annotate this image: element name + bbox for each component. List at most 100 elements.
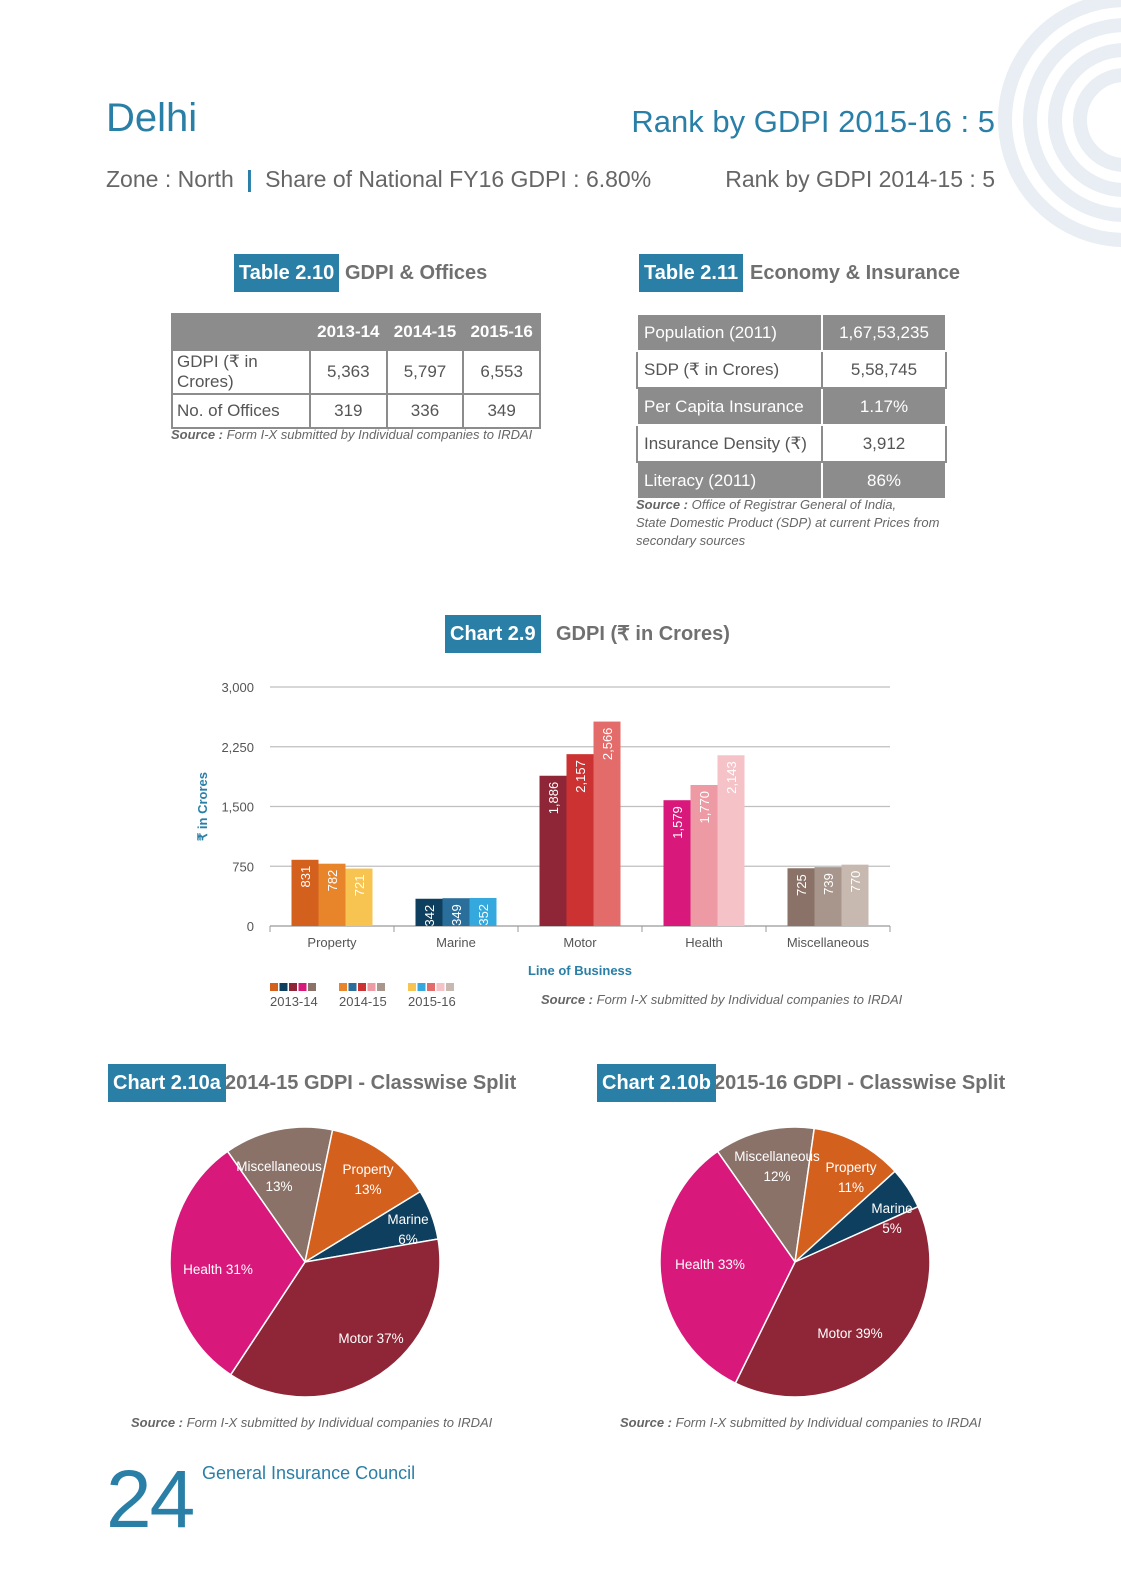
pie-label: Property 13% xyxy=(342,1162,393,1197)
legend-swatch xyxy=(408,983,416,991)
bar-value-label: 782 xyxy=(325,870,340,892)
page-number: 24 xyxy=(106,1454,195,1545)
bar xyxy=(814,867,842,926)
table-cell: GDPI (₹ in Crores) xyxy=(171,349,311,395)
bar-value-label: 1,579 xyxy=(670,806,685,839)
pie-label-pct: 11% xyxy=(838,1180,864,1195)
pie-slice xyxy=(793,1127,897,1264)
pie-label: Marine 6% xyxy=(387,1212,428,1247)
bar-value-label: 770 xyxy=(848,871,863,893)
legend-swatch xyxy=(367,983,376,991)
table-header-row: 2013-14 2014-15 2015-16 xyxy=(171,313,541,351)
legend-swatch xyxy=(279,983,288,991)
pie-label-name: Property xyxy=(825,1160,876,1175)
bar xyxy=(291,859,319,926)
x-tick-label: Health xyxy=(685,935,723,950)
source-label: Source : xyxy=(131,1415,184,1430)
source-label: Source : xyxy=(636,497,689,512)
table-row: Literacy (2011) 86% xyxy=(636,461,947,500)
gdpi-bar-chart: 0 750 1,500 2,250 3,000 ₹ in Crores Property 83… xyxy=(195,680,891,1009)
bar-value-label: 1,770 xyxy=(697,791,712,824)
bar xyxy=(345,868,373,926)
table-row: SDP (₹ in Crores) 5,58,745 xyxy=(636,350,947,389)
zone-line: Zone : North | Share of National FY16 GD… xyxy=(106,166,651,193)
table-row: No. of Offices 319 336 349 xyxy=(171,393,541,429)
chart-2-10b-tag: Chart 2.10b xyxy=(597,1064,716,1102)
table-2-11-source: Source : Office of Registrar General of … xyxy=(636,496,939,550)
table-row: Insurance Density (₹) 3,912 xyxy=(636,424,947,463)
separator: | xyxy=(246,166,253,192)
bar-value-label: 342 xyxy=(422,905,437,927)
bar-value-label: 1,886 xyxy=(546,782,561,815)
pie-label-name: Marine xyxy=(871,1201,912,1216)
chart-2-9-tag: Chart 2.9 xyxy=(445,615,541,653)
pie-label: Marine 5% xyxy=(871,1201,912,1236)
table-2-11-tag: Table 2.11 xyxy=(639,254,744,292)
pie-label: Miscellaneous 13% xyxy=(236,1159,322,1194)
legend-swatch xyxy=(270,983,278,991)
table-cell: 6,553 xyxy=(462,349,541,395)
pie-label-pct: 6% xyxy=(398,1232,418,1247)
legend-swatch xyxy=(348,983,357,991)
bar-value-label: 831 xyxy=(298,866,313,888)
rank-1415: Rank by GDPI 2014-15 : 5 xyxy=(725,166,995,192)
table-cell: 336 xyxy=(385,393,465,429)
pie-label: Miscellaneous 12% xyxy=(734,1149,820,1184)
y-tick-label: 750 xyxy=(232,859,254,874)
bar-value-label: 352 xyxy=(476,904,491,926)
x-tick-label: Motor xyxy=(563,935,597,950)
pie-label-pct: 5% xyxy=(882,1221,902,1236)
bar xyxy=(690,784,718,926)
table-cell: No. of Offices xyxy=(171,393,311,429)
x-tick-label: Property xyxy=(307,935,357,950)
table-cell: 86% xyxy=(821,461,947,500)
table-cell: 349 xyxy=(462,393,541,429)
table-cell: 5,363 xyxy=(309,349,388,395)
table-row: Population (2011) 1,67,53,235 xyxy=(636,313,947,352)
pie-chart-2014-15: Miscellaneous 13% Property 13% Marine 6% Motor… xyxy=(169,1126,441,1398)
pie-label-name: Marine xyxy=(387,1212,428,1227)
legend-swatch xyxy=(436,983,445,991)
bar xyxy=(442,898,470,926)
pie-label-pct: 13% xyxy=(265,1179,292,1194)
bar xyxy=(566,754,594,926)
pie-label: Motor 37% xyxy=(338,1331,403,1346)
pie-slice xyxy=(303,1128,422,1264)
table-cell: Insurance Density (₹) xyxy=(636,424,823,463)
table-header-cell xyxy=(171,313,311,351)
share-text: Share of National FY16 GDPI : 6.80% xyxy=(265,166,652,192)
chart-2-9-source: Source : Form I-X submitted by Individua… xyxy=(541,991,902,1009)
pie-chart-2015-16: Miscellaneous 12% Property 11% Marine 5% Motor… xyxy=(659,1126,931,1398)
pie-slice xyxy=(226,1126,334,1264)
y-tick-label: 1,500 xyxy=(221,800,254,815)
pie-label: Motor 39% xyxy=(817,1326,882,1341)
pie-label: Health 33% xyxy=(675,1257,745,1272)
bar-value-label: 2,157 xyxy=(573,760,588,793)
bar xyxy=(539,775,567,926)
chart-2-10b-title: 2015-16 GDPI - Classwise Split xyxy=(714,1072,1006,1094)
x-tick-label: Marine xyxy=(436,935,476,950)
legend-label: 2015-16 xyxy=(408,994,456,1009)
y-tick-label: 3,000 xyxy=(221,680,254,695)
chart-2-10a-source: Source : Form I-X submitted by Individua… xyxy=(131,1414,492,1432)
table-header-cell: 2013-14 xyxy=(309,313,388,351)
bar-value-label: 739 xyxy=(821,873,836,895)
source-line: State Domestic Product (SDP) at current … xyxy=(636,515,940,530)
bar-value-label: 721 xyxy=(352,875,367,897)
bar-value-label: 725 xyxy=(794,874,809,896)
legend-swatch xyxy=(377,983,385,991)
table-2-11-title: Economy & Insurance xyxy=(750,262,961,284)
pie-slice xyxy=(716,1126,816,1264)
source-label: Source : xyxy=(171,427,224,442)
y-axis-label: ₹ in Crores xyxy=(195,772,210,841)
chart-2-10b-source: Source : Form I-X submitted by Individua… xyxy=(620,1414,981,1432)
table-header-cell: 2015-16 xyxy=(462,313,541,351)
y-tick-label: 2,250 xyxy=(221,740,254,755)
table-cell: Per Capita Insurance xyxy=(636,387,823,426)
bar xyxy=(663,800,691,926)
table-gdpi-offices: 2013-14 2014-15 2015-16 GDPI (₹ in Crore… xyxy=(171,313,541,429)
pie-label-name: Miscellaneous xyxy=(236,1159,322,1174)
legend-swatch xyxy=(339,983,347,991)
table-2-10-source: Source : Form I-X submitted by Individua… xyxy=(171,426,532,444)
footer-org: General Insurance Council xyxy=(202,1463,416,1483)
